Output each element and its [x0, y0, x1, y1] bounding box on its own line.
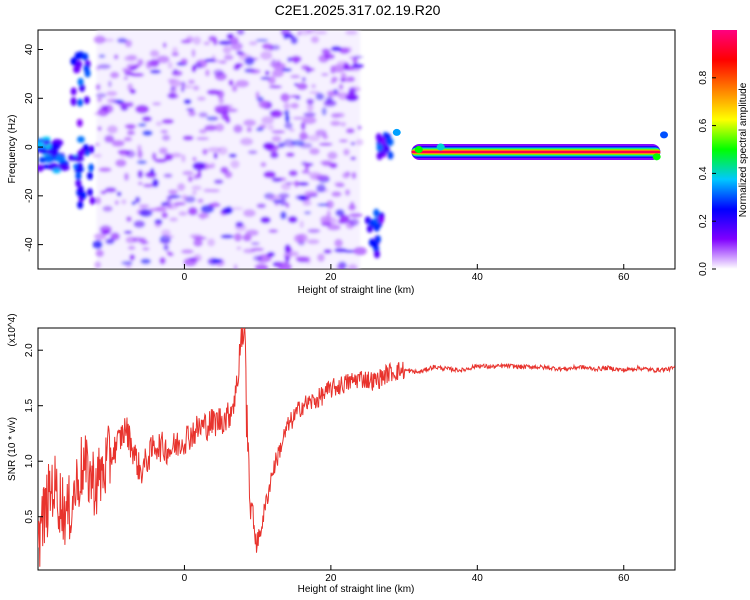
spectrogram-image [38, 30, 669, 269]
colorbar-gradient [712, 30, 737, 269]
spectrogram-y-tick-label: -20 [24, 188, 35, 203]
spectrogram-x-label: Height of straight line (km) [298, 285, 415, 296]
colorbar-tick-label: 0.4 [698, 166, 709, 180]
snr-y-tick-label: 2.0 [24, 343, 35, 357]
snr-y-tick-label: 1.0 [24, 454, 35, 468]
spectrogram-x-tick-label: 40 [472, 272, 484, 283]
snr-plot-area [38, 328, 675, 567]
colorbar-ticks: 0.0 0.2 0.4 0.6 0.8 [698, 70, 716, 276]
snr-panel: 0 20 40 60 0.5 1.0 1.5 2.0 Height of straight … [7, 313, 676, 595]
snr-y-axis: 0.5 1.0 1.5 2.0 [24, 343, 43, 524]
spectrogram-x-axis: 0 20 40 60 [182, 264, 630, 283]
snr-y-label: SNR (10 * v/v) [7, 417, 18, 481]
spectrogram-y-label: Frequency (Hz) [7, 115, 18, 184]
spectrogram-x-tick-label: 60 [618, 272, 630, 283]
colorbar-label: Normalized spectral amplitude [738, 82, 749, 217]
snr-x-tick-label: 20 [325, 573, 337, 584]
snr-y-tick-label: 1.5 [24, 398, 35, 412]
colorbar: 0.0 0.2 0.4 0.6 0.8 Normalized spectral ampl… [698, 30, 749, 276]
spectrogram-x-tick-label: 20 [325, 272, 337, 283]
colorbar-tick-label: 0.0 [698, 262, 709, 276]
colorbar-tick-label: 0.6 [698, 118, 709, 132]
spectrogram-x-tick-label: 0 [182, 272, 188, 283]
spectrogram-y-tick-label: 20 [24, 92, 35, 104]
snr-x-axis: 0 20 40 60 [182, 565, 630, 584]
snr-y-multiplier: (x10^4) [7, 313, 18, 346]
spectrogram-y-tick-label: 40 [24, 44, 35, 56]
snr-x-label: Height of straight line (km) [298, 584, 415, 595]
snr-x-tick-label: 40 [472, 573, 484, 584]
snr-series-line [38, 328, 675, 567]
chart-title: C2E1.2025.317.02.19.R20 [274, 2, 441, 18]
snr-x-tick-label: 0 [182, 573, 188, 584]
spectrogram-y-tick-label: 0 [24, 144, 35, 150]
colorbar-tick-label: 0.2 [698, 214, 709, 228]
colorbar-tick-label: 0.8 [698, 70, 709, 84]
spectrogram-panel: 0 20 40 60 40 20 0 -20 -40 Height of straight l… [7, 29, 676, 296]
spectrogram-y-tick-label: -40 [24, 237, 35, 252]
spectrogram-y-axis: 40 20 0 -20 -40 [24, 44, 43, 252]
snr-x-tick-label: 60 [618, 573, 630, 584]
snr-y-tick-label: 0.5 [24, 509, 35, 523]
